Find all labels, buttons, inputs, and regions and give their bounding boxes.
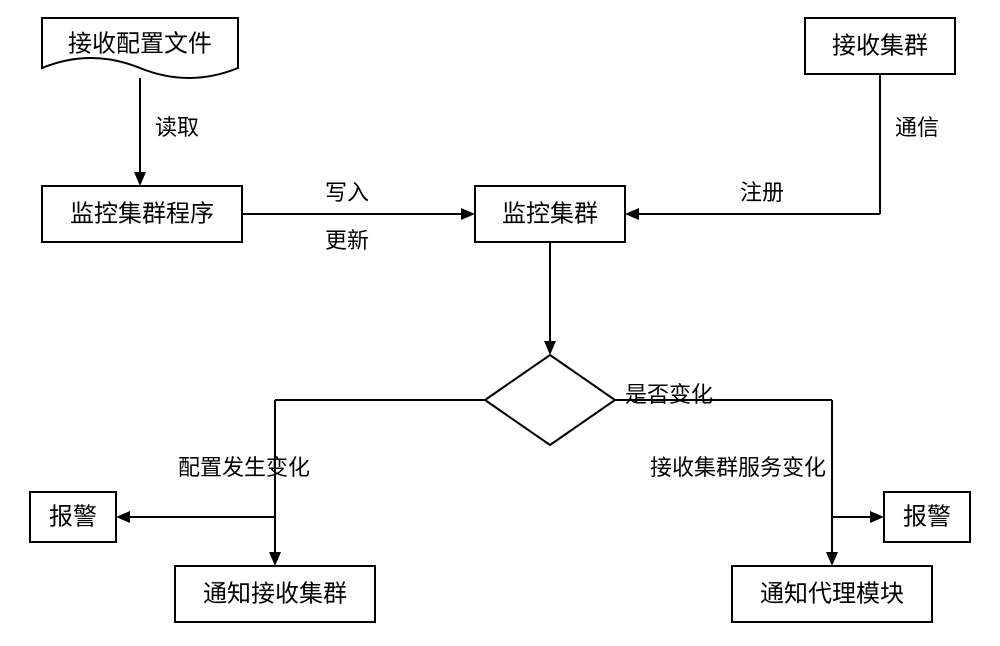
node-recv_cluster: 接收集群 xyxy=(805,18,955,74)
svg-text:通信: 通信 xyxy=(895,115,939,140)
node-notify_proxy: 通知代理模块 xyxy=(732,566,932,622)
node-monitor_prog: 监控集群程序 xyxy=(42,186,242,242)
svg-text:写入: 写入 xyxy=(325,180,369,205)
node-config_file: 接收配置文件 xyxy=(42,18,238,78)
svg-text:是否变化: 是否变化 xyxy=(625,382,713,407)
node-monitor_clus: 监控集群 xyxy=(475,186,625,242)
svg-text:接收集群: 接收集群 xyxy=(832,33,928,60)
svg-text:通知接收集群: 通知接收集群 xyxy=(203,581,347,608)
svg-text:报警: 报警 xyxy=(49,504,97,531)
node-alarm_left: 报警 xyxy=(30,492,116,542)
node-alarm_right: 报警 xyxy=(884,492,970,542)
svg-text:注册: 注册 xyxy=(740,180,784,205)
svg-text:报警: 报警 xyxy=(903,504,951,531)
svg-text:通知代理模块: 通知代理模块 xyxy=(760,581,904,608)
svg-text:监控集群程序: 监控集群程序 xyxy=(70,201,214,228)
svg-text:接收配置文件: 接收配置文件 xyxy=(68,31,212,58)
svg-text:配置发生变化: 配置发生变化 xyxy=(178,455,310,480)
node-notify_recv: 通知接收集群 xyxy=(175,566,375,622)
svg-text:更新: 更新 xyxy=(325,228,369,253)
svg-text:读取: 读取 xyxy=(155,115,199,140)
svg-text:监控集群: 监控集群 xyxy=(502,201,598,228)
svg-text:接收集群服务变化: 接收集群服务变化 xyxy=(650,455,826,480)
